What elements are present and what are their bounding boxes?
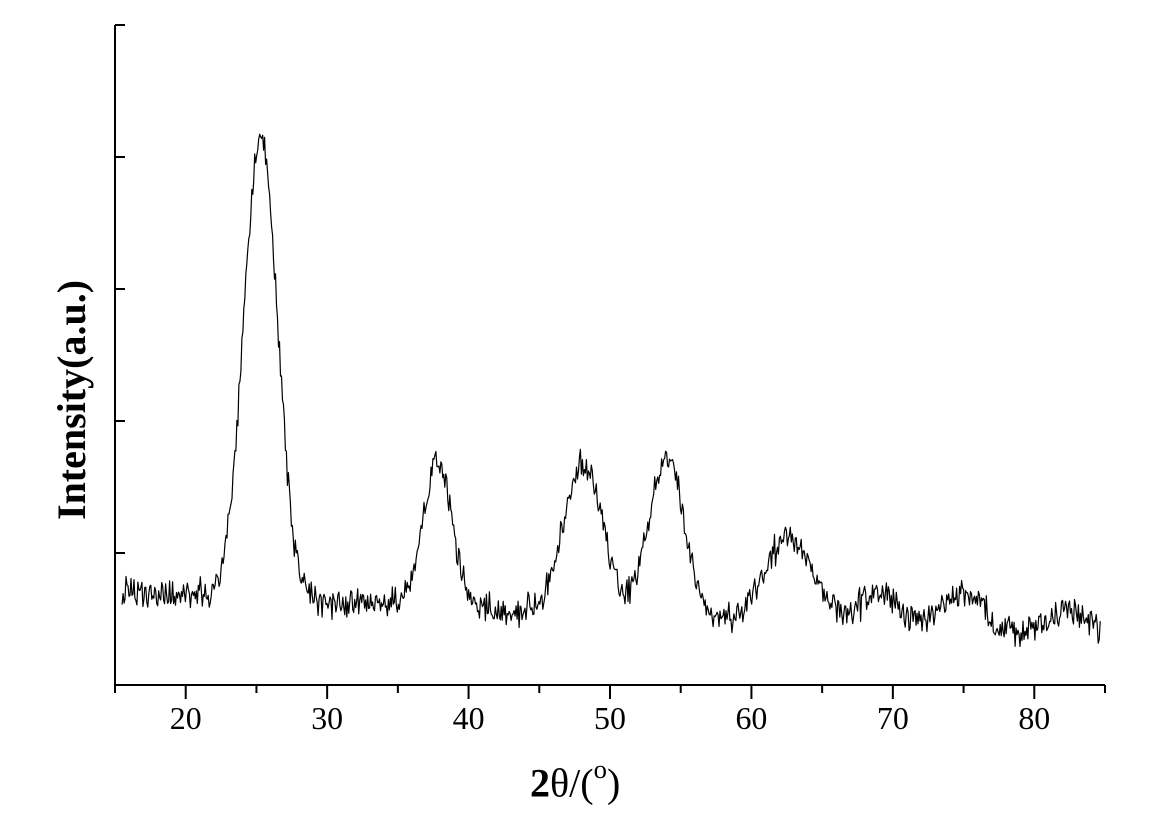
x-axis-label-degree: o (594, 754, 607, 784)
x-axis-label-theta: θ (550, 760, 569, 805)
x-axis-label-close: ) (607, 760, 620, 805)
x-tick-label: 60 (735, 701, 767, 736)
x-axis-label-2: 2 (530, 760, 550, 805)
chart-canvas: 20 30 40 50 60 70 80 (0, 0, 1149, 829)
y-axis-label: Intensity(a.u.) (48, 280, 95, 520)
x-tick-label: 20 (170, 701, 202, 736)
x-tick-label: 40 (453, 701, 485, 736)
xrd-chart: 20 30 40 50 60 70 80 Intensity(a.u.) 2θ/(o) (0, 0, 1149, 829)
x-axis-label: 2θ/(o) (530, 758, 620, 806)
x-tick-label: 80 (1018, 701, 1050, 736)
x-axis-label-slash: /( (569, 760, 593, 805)
x-tick-label: 30 (311, 701, 343, 736)
x-tick-label: 50 (594, 701, 626, 736)
xrd-trace (122, 134, 1100, 646)
x-tick-label: 70 (877, 701, 909, 736)
